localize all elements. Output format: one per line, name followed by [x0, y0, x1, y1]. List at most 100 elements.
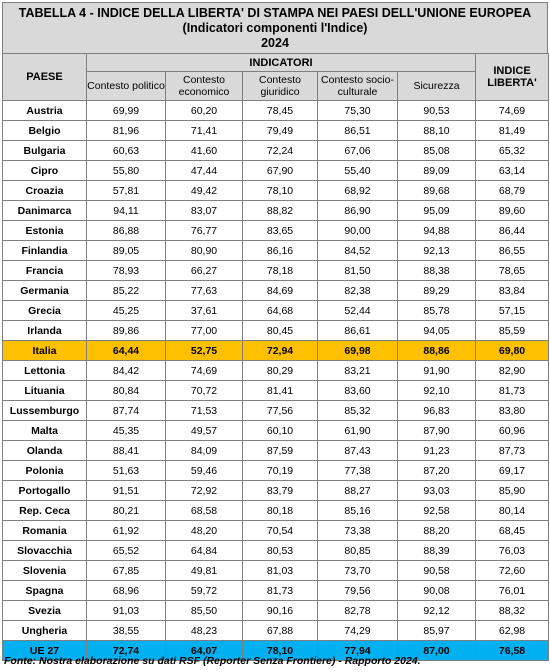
indicator-cell: 87,59	[242, 440, 318, 461]
country-cell: Lussemburgo	[2, 400, 87, 421]
country-cell: Irlanda	[2, 320, 87, 341]
table-subtitle: (Indicatori componenti l'Indice)	[182, 21, 368, 35]
indicator-cell: 91,03	[86, 600, 166, 621]
indicator-cell: 80,21	[86, 500, 166, 521]
indicator-cell: 91,90	[396, 360, 477, 381]
country-cell: Polonia	[2, 460, 87, 481]
indice-cell: 76,03	[475, 540, 550, 561]
table-row: Portogallo 91,51 72,92 83,79 88,27 93,03 85,90	[2, 480, 550, 501]
country-cell: Slovenia	[2, 560, 87, 581]
indice-cell: 57,15	[475, 300, 550, 321]
table-row: Lussemburgo 87,74 71,53 77,56 85,32 96,83 83,8…	[2, 400, 550, 421]
indicator-cell: 69,99	[86, 100, 166, 121]
header-row-sub: Contesto politico Contesto economico Con…	[3, 71, 549, 101]
indice-cell: 82,90	[475, 360, 550, 381]
indicator-cell: 84,69	[242, 280, 318, 301]
indicator-cell: 88,82	[242, 200, 318, 221]
indicator-cell: 59,46	[165, 460, 243, 481]
table-row: Slovenia 67,85 49,81 81,03 73,70 90,58 72,60	[2, 560, 550, 581]
indicator-cell: 88,39	[396, 540, 477, 561]
indicator-cell: 86,51	[317, 120, 398, 141]
indicator-cell: 90,58	[396, 560, 477, 581]
indicator-cell: 49,81	[165, 560, 243, 581]
indicator-cell: 90,00	[317, 220, 398, 241]
indicator-cell: 60,20	[165, 100, 243, 121]
indicator-cell: 38,55	[86, 620, 166, 641]
indicator-cell: 85,22	[86, 280, 166, 301]
indicator-cell: 90,53	[396, 100, 477, 121]
indicator-cell: 87,74	[86, 400, 166, 421]
table-row: Italia 64,44 52,75 72,94 69,98 88,86 69,80	[2, 340, 550, 361]
country-cell: Finlandia	[2, 240, 87, 261]
indicator-cell: 80,29	[242, 360, 318, 381]
indicator-cell: 83,07	[165, 200, 243, 221]
country-cell: Ungheria	[2, 620, 87, 641]
indicator-cell: 86,88	[86, 220, 166, 241]
table-row: Grecia 45,25 37,61 64,68 52,44 85,78 57,15	[2, 300, 550, 321]
indicator-cell: 65,52	[86, 540, 166, 561]
table-row: Romania 61,92 48,20 70,54 73,38 88,20 68,45	[2, 520, 550, 541]
country-cell: Svezia	[2, 600, 87, 621]
indicator-cell: 64,84	[165, 540, 243, 561]
indicator-cell: 81,50	[317, 260, 398, 281]
indice-cell: 65,32	[475, 140, 550, 161]
indice-cell: 85,90	[475, 480, 550, 501]
indicator-cell: 81,03	[242, 560, 318, 581]
indicator-cell: 71,53	[165, 400, 243, 421]
indicator-cell: 77,56	[242, 400, 318, 421]
indicator-cell: 95,09	[396, 200, 477, 221]
indicator-cell: 78,45	[242, 100, 318, 121]
indicator-cell: 88,20	[396, 520, 477, 541]
indicator-cell: 68,96	[86, 580, 166, 601]
table-row: Cipro 55,80 47,44 67,90 55,40 89,09 63,14	[2, 160, 550, 181]
header-indicatori: INDICATORI	[85, 53, 477, 72]
indice-cell: 86,44	[475, 220, 550, 241]
indicator-cell: 76,77	[165, 220, 243, 241]
country-cell: Estonia	[2, 220, 87, 241]
indicator-cell: 92,10	[396, 380, 477, 401]
indicator-cell: 55,40	[317, 160, 398, 181]
indicator-cell: 83,65	[242, 220, 318, 241]
indicator-cell: 37,61	[165, 300, 243, 321]
indice-cell: 86,55	[475, 240, 550, 261]
indice-cell: 87,73	[475, 440, 550, 461]
header-contesto-giuridico: Contesto giuridico	[242, 71, 318, 101]
indicator-cell: 83,60	[317, 380, 398, 401]
header-paese: PAESE	[2, 53, 87, 101]
indicator-cell: 86,61	[317, 320, 398, 341]
indice-cell: 76,01	[475, 580, 550, 601]
table-row: Estonia 86,88 76,77 83,65 90,00 94,88 86,44	[2, 220, 550, 241]
indicator-cell: 90,16	[242, 600, 318, 621]
indicator-cell: 67,06	[317, 140, 398, 161]
table-row: UE 27 72,74 64,07 78,10 77,94 87,00 76,58	[2, 640, 550, 661]
indicator-cell: 93,03	[396, 480, 477, 501]
indicator-cell: 77,00	[165, 320, 243, 341]
table-row: Croazia 57,81 49,42 78,10 68,92 89,68 68,79	[2, 180, 550, 201]
indicator-cell: 85,08	[396, 140, 477, 161]
indicator-cell: 85,32	[317, 400, 398, 421]
indicator-cell: 92,12	[396, 600, 477, 621]
indicator-cell: 70,54	[242, 520, 318, 541]
indicator-cell: 86,90	[317, 200, 398, 221]
indice-cell: 81,73	[475, 380, 550, 401]
indice-cell: 88,32	[475, 600, 550, 621]
indicator-cell: 70,19	[242, 460, 318, 481]
indicator-cell: 94,11	[86, 200, 166, 221]
indicator-cell: 67,85	[86, 560, 166, 581]
indicator-cell: 78,10	[242, 180, 318, 201]
indicator-cell: 85,78	[396, 300, 477, 321]
country-cell: Croazia	[2, 180, 87, 201]
indice-cell: 63,14	[475, 160, 550, 181]
indicator-cell: 60,10	[242, 420, 318, 441]
country-cell: Spagna	[2, 580, 87, 601]
indicator-cell: 61,90	[317, 420, 398, 441]
country-cell: Lettonia	[2, 360, 87, 381]
table-row: Olanda 88,41 84,09 87,59 87,43 91,23 87,73	[2, 440, 550, 461]
indicator-cell: 72,92	[165, 480, 243, 501]
country-cell: Grecia	[2, 300, 87, 321]
indicator-cell: 49,42	[165, 180, 243, 201]
country-cell: UE 27	[2, 640, 87, 661]
country-cell: Cipro	[2, 160, 87, 181]
indicator-cell: 83,21	[317, 360, 398, 381]
